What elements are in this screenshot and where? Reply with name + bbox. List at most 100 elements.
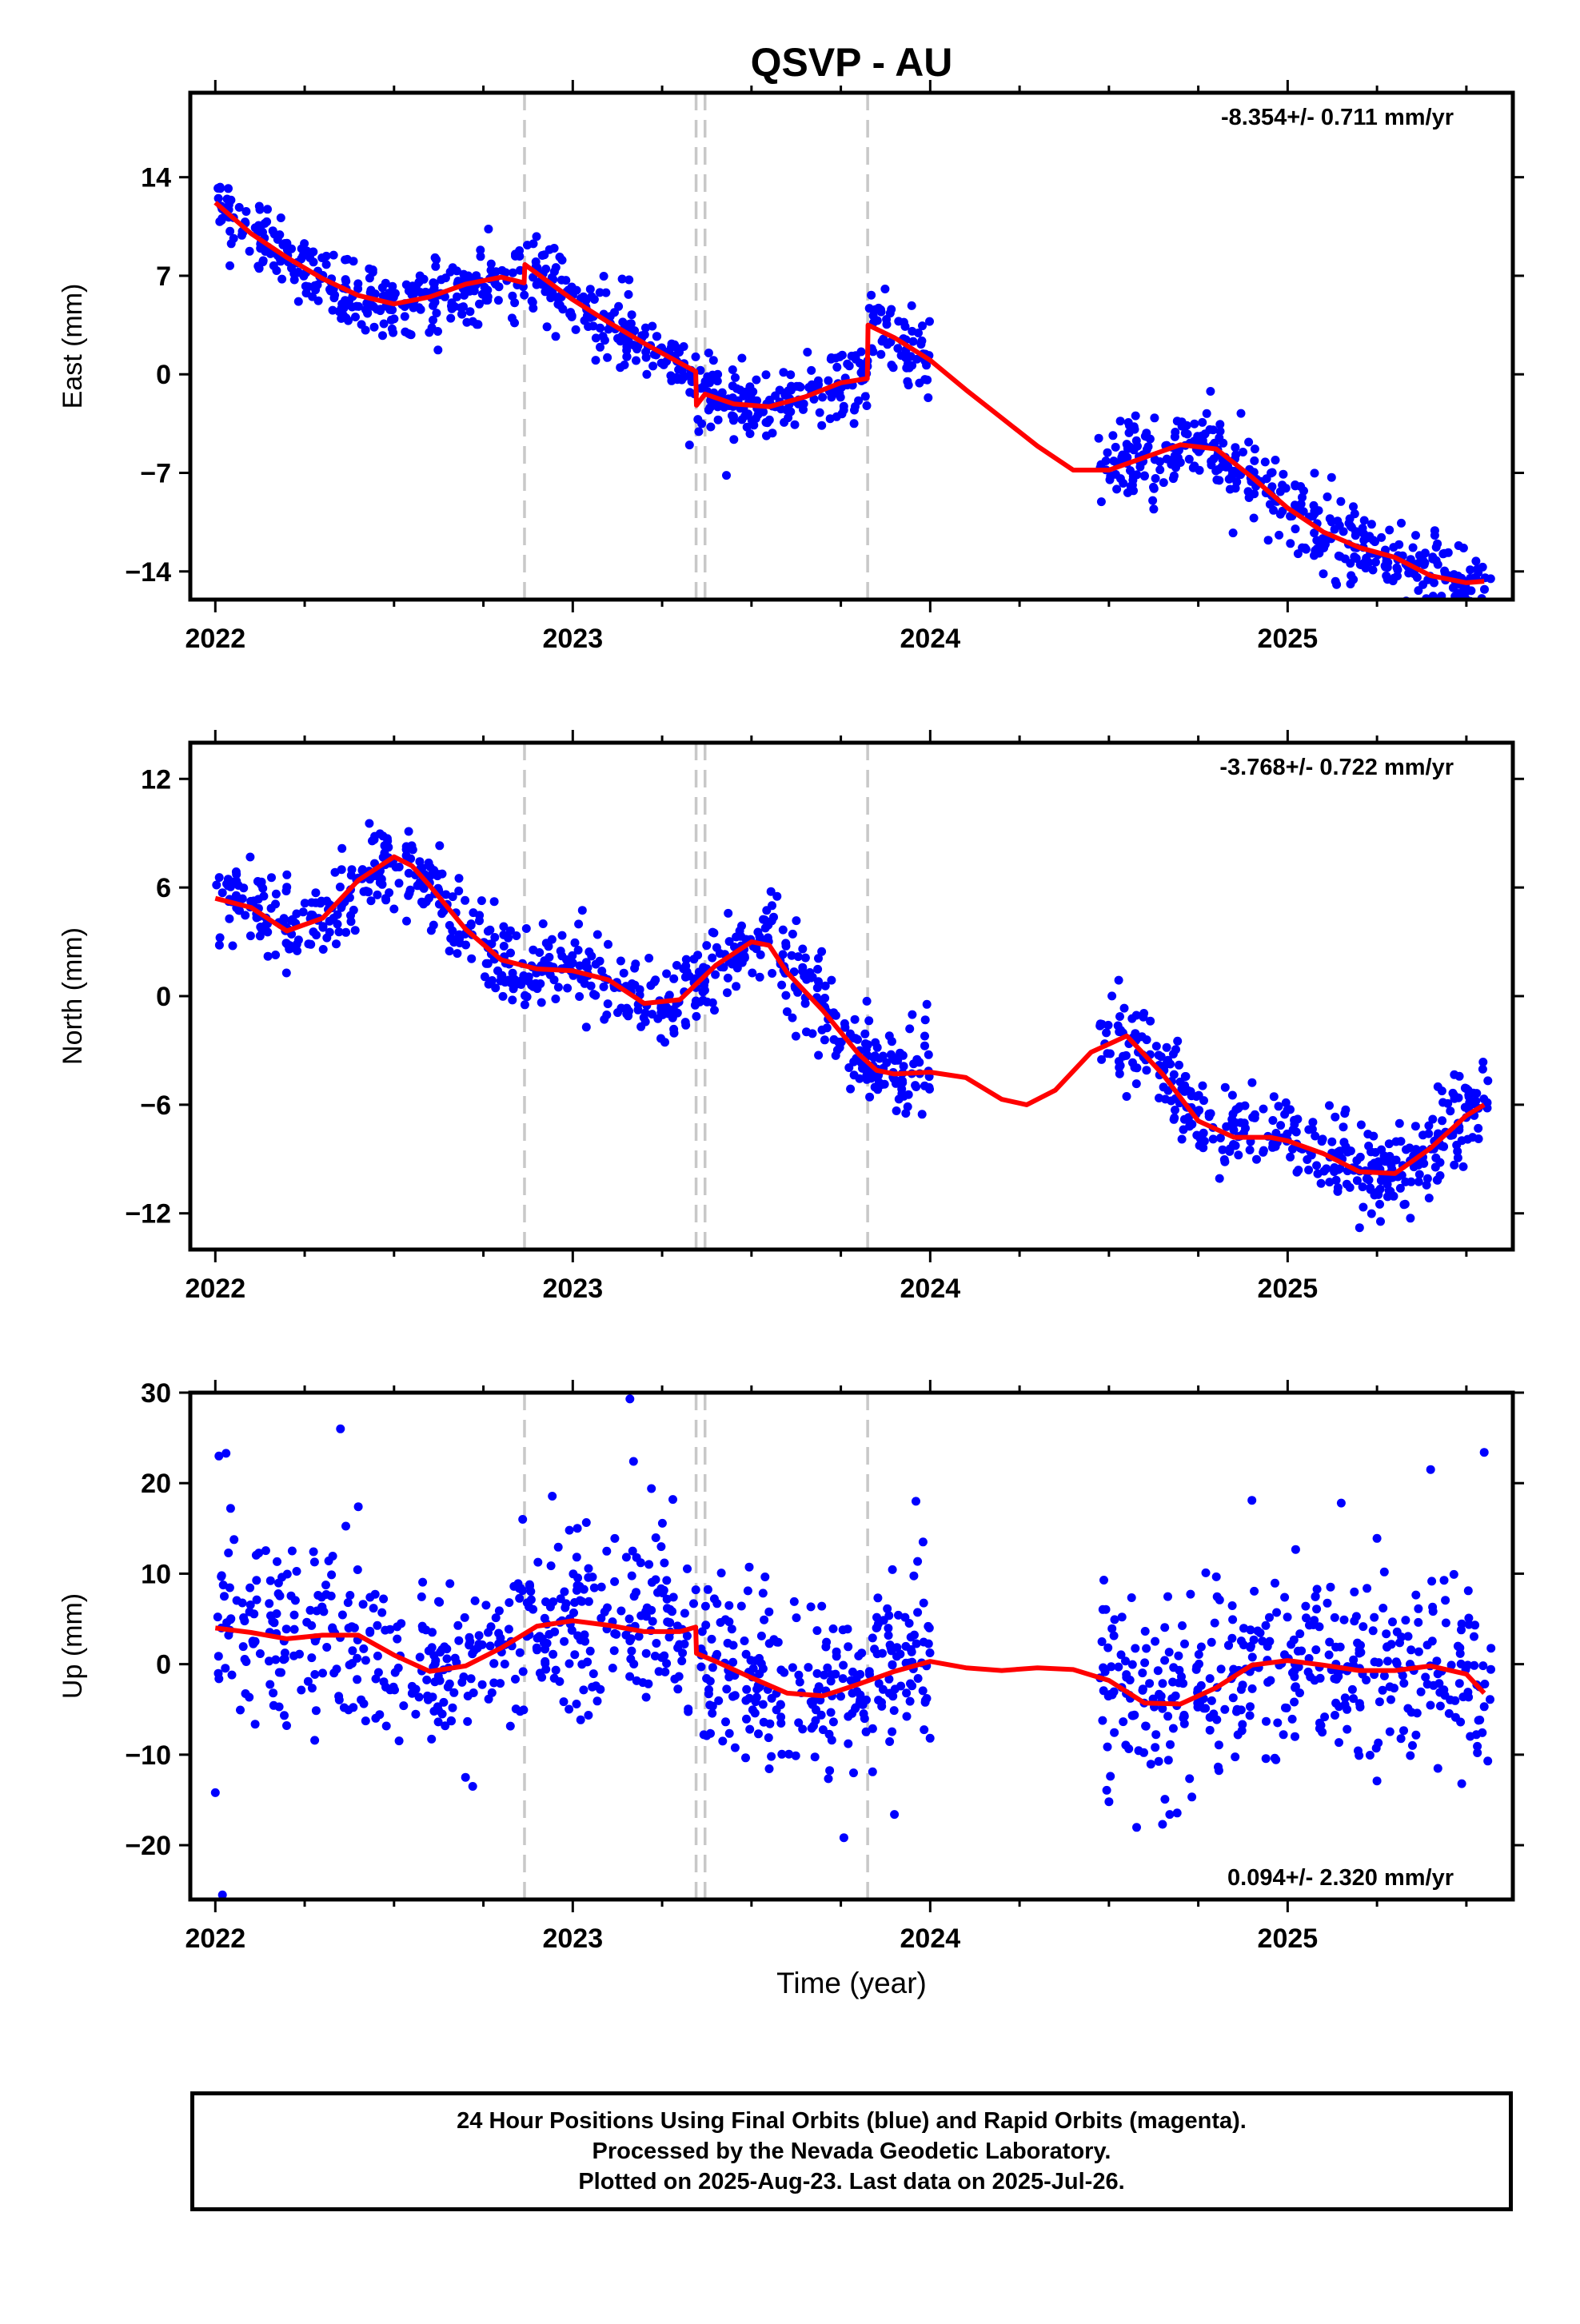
observation-point <box>263 205 272 214</box>
observation-point <box>584 1597 593 1606</box>
observation-point <box>1281 1098 1291 1107</box>
x-tick-label: 2023 <box>542 624 603 654</box>
observation-point <box>599 982 608 991</box>
observation-point <box>491 983 501 993</box>
observation-point <box>255 931 265 941</box>
observation-point <box>1340 1693 1350 1703</box>
observation-point <box>551 263 561 273</box>
observation-point <box>1446 1660 1456 1670</box>
observation-point <box>776 1719 786 1728</box>
observation-point <box>862 401 872 410</box>
observation-point <box>504 975 513 985</box>
observation-point <box>1378 1685 1387 1695</box>
observation-point <box>1199 1143 1208 1153</box>
observation-point <box>474 1640 484 1648</box>
observation-point <box>1163 1592 1172 1601</box>
observation-point <box>1403 1704 1413 1713</box>
observation-point <box>867 1074 876 1083</box>
observation-point <box>1291 1732 1299 1741</box>
observation-point <box>1310 551 1319 560</box>
observation-point <box>328 1624 337 1633</box>
observation-point <box>1418 1130 1427 1140</box>
observation-point <box>321 260 331 269</box>
observation-point <box>498 991 508 1001</box>
observation-point <box>884 1031 894 1041</box>
observation-point <box>641 1692 651 1702</box>
observation-point <box>920 1725 929 1735</box>
observation-point <box>531 257 541 266</box>
observation-point <box>1154 1050 1163 1060</box>
observation-point <box>922 1694 932 1703</box>
observation-point <box>1411 1730 1421 1740</box>
observation-point <box>1216 1664 1226 1674</box>
observation-point <box>602 1546 612 1556</box>
observation-point <box>1414 1604 1423 1613</box>
observation-point <box>1132 470 1142 480</box>
observation-point <box>922 361 932 370</box>
x-tick-label: 2023 <box>542 1923 603 1954</box>
x-tick-label: 2022 <box>185 1274 245 1304</box>
observation-point <box>1111 442 1120 452</box>
observation-point <box>642 369 652 379</box>
observation-point <box>752 396 761 405</box>
observation-point <box>825 414 835 424</box>
observation-point <box>1198 1081 1207 1090</box>
observation-point <box>351 313 360 321</box>
observation-point <box>724 1600 734 1610</box>
observation-point <box>742 1684 752 1694</box>
observation-point <box>1212 1592 1222 1601</box>
observation-point <box>518 1667 528 1676</box>
observation-point <box>1478 1058 1488 1066</box>
observation-point <box>1281 484 1291 493</box>
observation-point <box>474 1631 484 1640</box>
y-tick-label: −7 <box>140 459 171 489</box>
observation-point <box>565 1525 574 1535</box>
observation-point <box>1312 1161 1322 1170</box>
observation-point <box>864 1667 874 1676</box>
observation-point <box>662 1576 672 1585</box>
observation-point <box>1146 1016 1155 1026</box>
observation-point <box>814 1050 824 1060</box>
observation-point <box>483 285 493 295</box>
observation-point <box>1375 1199 1384 1209</box>
observation-point <box>1351 527 1360 536</box>
observation-point <box>791 1031 800 1041</box>
observation-point <box>765 1719 775 1728</box>
observation-point <box>1272 1608 1282 1617</box>
observation-point <box>915 378 924 388</box>
observation-point <box>1127 1014 1137 1023</box>
observation-point <box>1196 1642 1206 1652</box>
observation-point <box>401 327 410 337</box>
observation-point <box>1384 1139 1394 1149</box>
observation-point <box>862 1695 871 1704</box>
observation-point <box>433 1717 443 1727</box>
observation-point <box>1304 1166 1314 1174</box>
observation-point <box>1308 1118 1318 1127</box>
observation-point <box>693 951 703 960</box>
observation-point <box>1375 1158 1384 1167</box>
observation-point <box>313 1591 323 1600</box>
observation-point <box>225 226 235 236</box>
observation-point <box>489 1659 499 1668</box>
observation-point <box>1102 1028 1111 1038</box>
observation-point <box>806 1602 816 1612</box>
observation-point <box>521 924 531 933</box>
observation-point <box>585 313 595 322</box>
observation-point <box>1168 474 1178 484</box>
observation-point <box>1138 1668 1147 1678</box>
observation-point <box>481 959 491 968</box>
observation-point <box>893 1055 903 1065</box>
observation-point <box>824 1774 833 1784</box>
observation-point <box>570 1650 580 1660</box>
observation-point <box>218 1581 228 1590</box>
observation-point <box>447 304 457 313</box>
observation-point <box>1142 1066 1151 1075</box>
observation-point <box>470 1596 480 1605</box>
observation-point <box>1139 1009 1149 1018</box>
observation-point <box>1218 1145 1227 1154</box>
observation-point <box>1227 1601 1237 1610</box>
observation-outlier <box>1372 1776 1382 1786</box>
observation-point <box>727 1624 736 1634</box>
x-tick-label: 2022 <box>185 1923 245 1954</box>
observation-point <box>849 1768 858 1778</box>
